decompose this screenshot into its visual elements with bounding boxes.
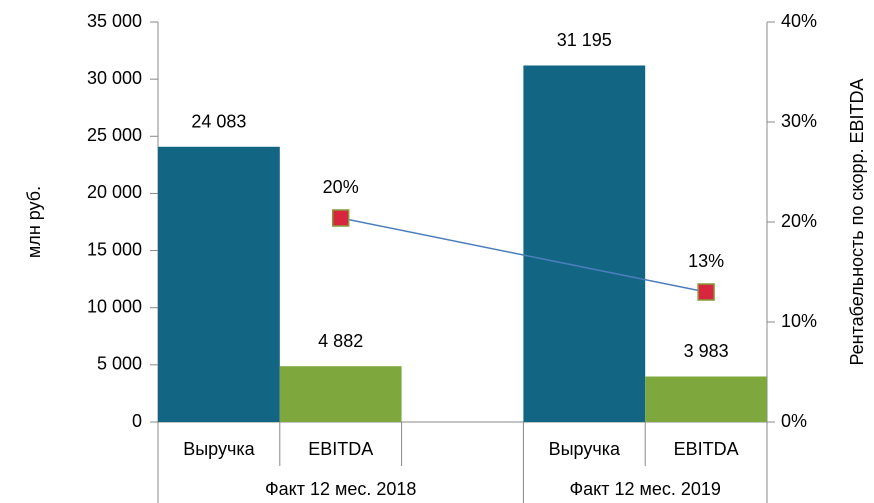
y2-tick-label: 10% <box>781 311 817 331</box>
y-tick-label: 5 000 <box>97 354 142 374</box>
y-tick-label: 30 000 <box>87 68 142 88</box>
subcategory-label: Выручка <box>183 439 255 459</box>
y-axis-label: млн руб. <box>24 186 44 258</box>
y-tick-label: 15 000 <box>87 239 142 259</box>
subcategory-label: EBITDA <box>674 439 739 459</box>
y2-tick-label: 20% <box>781 211 817 231</box>
y-tick-label: 20 000 <box>87 182 142 202</box>
line-marker <box>697 283 715 301</box>
line-value-label: 13% <box>688 251 724 271</box>
bar <box>158 146 280 422</box>
line-value-label: 20% <box>323 177 359 197</box>
subcategory-label: EBITDA <box>308 439 373 459</box>
bar <box>523 65 646 422</box>
group-label: Факт 12 мес. 2019 <box>569 479 720 499</box>
bar-value-label: 3 983 <box>684 341 729 361</box>
y2-tick-label: 0% <box>781 411 807 431</box>
subcategory-label: Выручка <box>549 439 621 459</box>
bar-value-label: 31 195 <box>557 30 612 50</box>
bar <box>645 376 767 422</box>
y-tick-label: 10 000 <box>87 296 142 316</box>
y2-axis-label: Рентабельность по скорр. EBITDA <box>847 78 867 365</box>
y-tick-label: 25 000 <box>87 125 142 145</box>
y2-tick-label: 40% <box>781 11 817 31</box>
y-tick-label: 0 <box>132 411 142 431</box>
bar-value-label: 4 882 <box>318 331 363 351</box>
y-tick-label: 35 000 <box>87 11 142 31</box>
y2-tick-label: 30% <box>781 111 817 131</box>
line-marker <box>331 209 350 227</box>
line <box>340 217 707 293</box>
bar-value-label: 24 083 <box>191 112 246 132</box>
bar <box>279 366 402 422</box>
group-label: Факт 12 мес. 2018 <box>265 479 416 499</box>
